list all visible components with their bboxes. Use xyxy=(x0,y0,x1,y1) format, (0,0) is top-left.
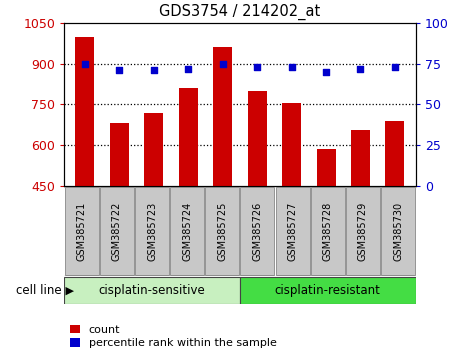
Point xyxy=(357,66,364,72)
Point xyxy=(288,64,295,70)
Bar xyxy=(170,187,204,275)
Bar xyxy=(65,187,99,275)
Text: GSM385727: GSM385727 xyxy=(287,201,298,261)
Text: GSM385729: GSM385729 xyxy=(358,201,368,261)
Bar xyxy=(381,187,415,275)
Bar xyxy=(76,36,94,186)
Text: ▶: ▶ xyxy=(62,285,74,295)
Text: GSM385723: GSM385723 xyxy=(147,201,157,261)
Text: GSM385725: GSM385725 xyxy=(217,201,228,261)
Bar xyxy=(316,149,335,186)
Text: GSM385722: GSM385722 xyxy=(112,201,122,261)
Point xyxy=(253,64,261,70)
Text: cisplatin-resistant: cisplatin-resistant xyxy=(275,284,380,297)
Text: cisplatin-sensitive: cisplatin-sensitive xyxy=(99,284,205,297)
Text: GSM385724: GSM385724 xyxy=(182,201,192,261)
Text: cell line: cell line xyxy=(16,284,62,297)
Bar xyxy=(144,113,163,186)
Point xyxy=(184,66,192,72)
Bar xyxy=(135,187,169,275)
Bar xyxy=(346,187,380,275)
Point xyxy=(81,61,89,67)
Text: GSM385728: GSM385728 xyxy=(323,201,333,261)
Point xyxy=(322,69,330,75)
Bar xyxy=(240,187,275,275)
Text: GSM385730: GSM385730 xyxy=(393,201,403,261)
Bar xyxy=(100,187,134,275)
Legend: count, percentile rank within the sample: count, percentile rank within the sample xyxy=(70,325,276,348)
Bar xyxy=(386,121,404,186)
Point xyxy=(219,61,227,67)
Bar xyxy=(64,277,240,304)
Text: GSM385721: GSM385721 xyxy=(76,201,87,261)
Bar xyxy=(276,187,310,275)
Title: GDS3754 / 214202_at: GDS3754 / 214202_at xyxy=(159,4,321,20)
Bar xyxy=(247,91,266,186)
Bar xyxy=(205,187,239,275)
Bar xyxy=(110,124,129,186)
Bar xyxy=(351,130,370,186)
Bar xyxy=(240,277,416,304)
Bar xyxy=(282,103,301,186)
Point xyxy=(391,64,399,70)
Text: GSM385726: GSM385726 xyxy=(252,201,263,261)
Bar xyxy=(213,47,232,186)
Point xyxy=(150,67,158,73)
Point xyxy=(115,67,123,73)
Bar xyxy=(179,88,198,186)
Bar xyxy=(311,187,345,275)
